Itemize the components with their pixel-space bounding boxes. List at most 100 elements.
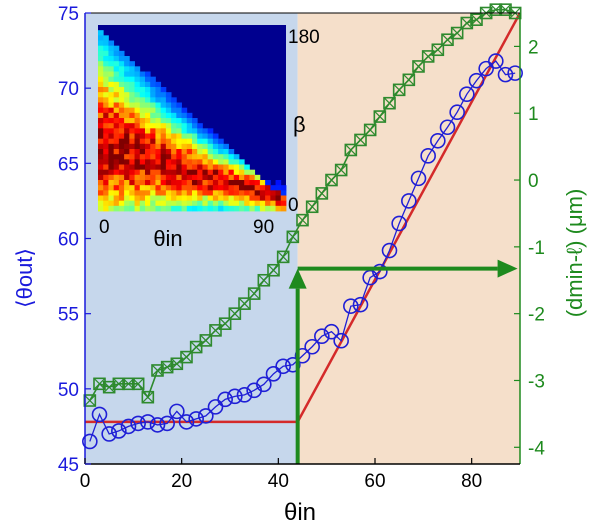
heatmap-cell xyxy=(181,128,188,134)
x-tick-label: 0 xyxy=(80,471,91,492)
heatmap-cell xyxy=(113,123,120,129)
heatmap-cell xyxy=(160,107,167,114)
square-marker xyxy=(450,26,464,40)
inset-y-tick-180: 180 xyxy=(288,27,320,48)
y-right-tick-label: -4 xyxy=(528,438,545,459)
heatmap-cell xyxy=(207,133,214,140)
heatmap-cell xyxy=(108,87,115,93)
heatmap-cell xyxy=(181,138,188,145)
blue-circle-point xyxy=(391,215,407,232)
heatmap-cell xyxy=(212,164,219,171)
y-left-tick-label: 55 xyxy=(58,305,79,326)
heatmap-cell xyxy=(212,169,219,176)
heatmap-cell xyxy=(197,133,203,140)
heatmap-cell xyxy=(171,164,177,171)
heatmap-cell xyxy=(165,107,172,114)
x-tick-label: 40 xyxy=(268,471,289,492)
square-cross xyxy=(199,334,212,347)
heatmap-cell xyxy=(197,143,203,150)
heatmap-cell xyxy=(124,180,130,186)
green-square-point xyxy=(238,297,251,310)
heatmap-cell xyxy=(98,118,104,124)
heatmap-cell xyxy=(103,118,109,124)
heatmap-cell xyxy=(113,102,120,109)
heatmap-cell xyxy=(134,102,141,109)
heatmap-cell xyxy=(108,149,115,155)
heatmap-cell xyxy=(202,180,209,186)
heatmap-cell xyxy=(150,133,156,140)
heatmap-cell xyxy=(181,118,188,124)
heatmap-cell xyxy=(129,81,135,88)
heatmap-cell xyxy=(218,190,224,196)
heatmap-cell xyxy=(275,185,282,191)
heatmap-cell xyxy=(207,154,214,160)
square-cross xyxy=(393,83,406,96)
square-cross xyxy=(431,43,444,56)
heatmap-cell xyxy=(181,190,188,196)
y-right-tick-label: -3 xyxy=(528,371,545,392)
square-cross xyxy=(277,250,290,263)
heatmap-cell xyxy=(165,185,172,191)
heatmap-cell xyxy=(239,195,245,202)
heatmap-cell xyxy=(244,200,250,207)
heatmap-cell xyxy=(145,71,151,78)
heatmap-cell xyxy=(155,92,162,98)
heatmap-cell xyxy=(155,195,162,202)
square-cross xyxy=(180,351,193,364)
heatmap-cell xyxy=(233,169,240,176)
heatmap-cell xyxy=(254,185,261,191)
heatmap-cell xyxy=(176,185,182,191)
green-square-point xyxy=(199,334,213,347)
blue-circle-point xyxy=(430,132,446,149)
blue-circle-point xyxy=(130,415,146,432)
heatmap-cell xyxy=(275,205,282,212)
heatmap-cell xyxy=(139,102,146,109)
heatmap-cell xyxy=(197,154,203,160)
heatmap-cell xyxy=(155,180,162,186)
heatmap-cell xyxy=(103,76,109,83)
heatmap-cell xyxy=(176,164,182,171)
heatmap-cell xyxy=(171,159,177,165)
heatmap-cell xyxy=(129,112,135,119)
heatmap-cell xyxy=(98,154,104,160)
heatmap-cell xyxy=(165,123,172,129)
arrow-head xyxy=(497,259,518,278)
heatmap-cell xyxy=(108,159,115,165)
heatmap-cell xyxy=(98,66,104,72)
square-cross xyxy=(83,394,96,407)
heatmap-cell xyxy=(134,164,141,171)
heatmap-cell xyxy=(139,200,146,207)
square-marker xyxy=(228,307,242,320)
y-right-tick-label: 2 xyxy=(528,37,539,58)
heatmap-cell xyxy=(98,138,104,145)
heatmap-cell xyxy=(176,112,182,119)
heatmap-cell xyxy=(249,174,256,181)
heatmap-cell xyxy=(150,112,156,119)
square-marker xyxy=(334,163,348,177)
heatmap-cell xyxy=(192,169,198,176)
heatmap-cell xyxy=(98,159,104,165)
heatmap-cell xyxy=(270,185,276,191)
blue-circle-point xyxy=(420,148,436,164)
heatmap-cell xyxy=(145,195,151,202)
square-marker xyxy=(286,230,300,244)
blue-circle-point xyxy=(343,298,359,314)
heatmap-cell xyxy=(108,195,115,202)
heatmap-cell xyxy=(223,200,229,207)
heatmap-cell xyxy=(150,118,156,124)
square-cross xyxy=(219,317,232,330)
blue-circle-point xyxy=(198,408,214,424)
heatmap-cell xyxy=(124,102,130,109)
heatmap-cell xyxy=(223,180,229,186)
heatmap-cell xyxy=(160,164,167,171)
heatmap-cell xyxy=(176,102,182,109)
heatmap-cell xyxy=(202,169,209,176)
square-marker xyxy=(383,96,396,110)
blue-circle-point xyxy=(468,72,485,89)
heatmap-cell xyxy=(98,149,104,155)
heatmap-cell xyxy=(233,185,240,191)
heatmap-cell xyxy=(181,159,188,165)
heatmap-cell xyxy=(218,159,224,165)
heatmap-cell xyxy=(124,169,130,176)
